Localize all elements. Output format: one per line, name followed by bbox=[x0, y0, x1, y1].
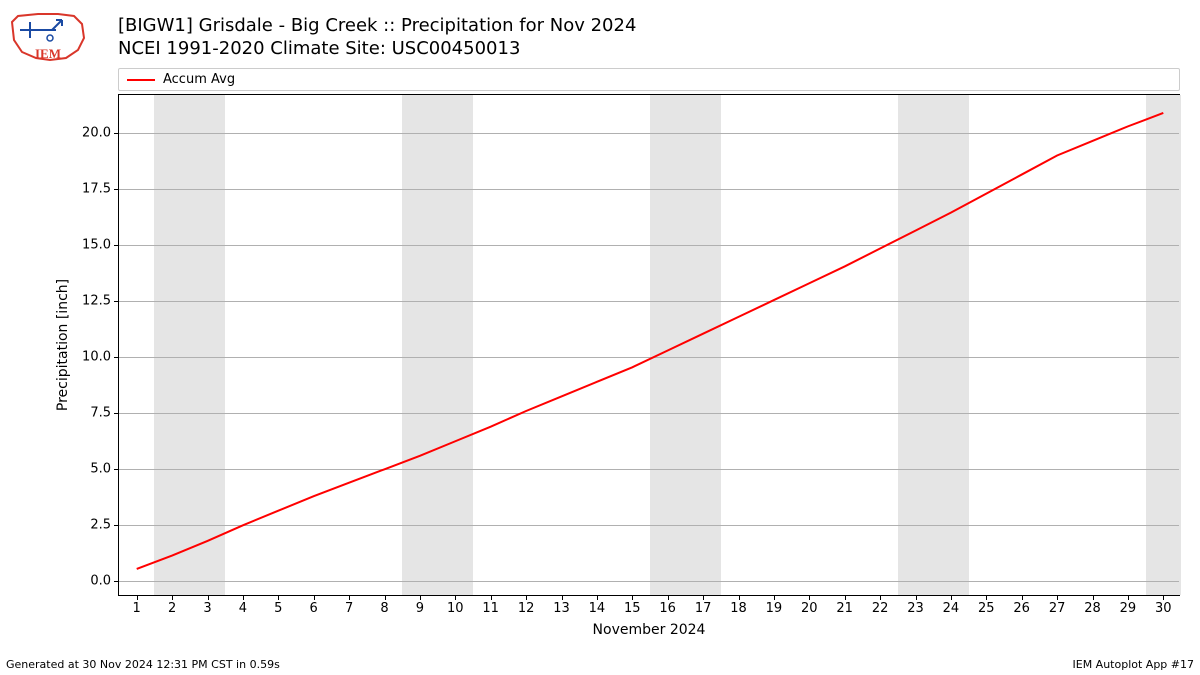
ytick-label: 7.5 bbox=[90, 406, 111, 421]
ytick-label: 15.0 bbox=[82, 238, 111, 253]
iem-logo: IEM bbox=[8, 8, 88, 63]
legend-label: Accum Avg bbox=[163, 72, 235, 87]
x-axis-label: November 2024 bbox=[593, 622, 706, 638]
xtick-label: 22 bbox=[872, 601, 889, 616]
xtick-label: 6 bbox=[310, 601, 318, 616]
xtick-label: 13 bbox=[553, 601, 570, 616]
svg-text:IEM: IEM bbox=[35, 46, 61, 61]
xtick-label: 18 bbox=[730, 601, 747, 616]
xtick-label: 9 bbox=[416, 601, 424, 616]
y-axis-label: Precipitation [inch] bbox=[55, 279, 71, 411]
xtick-label: 29 bbox=[1120, 601, 1137, 616]
xtick-label: 19 bbox=[766, 601, 783, 616]
xtick-label: 3 bbox=[203, 601, 211, 616]
ytick-label: 20.0 bbox=[82, 126, 111, 141]
chart-title: [BIGW1] Grisdale - Big Creek :: Precipit… bbox=[118, 14, 636, 61]
series-layer bbox=[119, 95, 1181, 597]
ytick-label: 12.5 bbox=[82, 294, 111, 309]
xtick-label: 4 bbox=[239, 601, 247, 616]
xtick-label: 8 bbox=[380, 601, 388, 616]
line-accum-avg bbox=[137, 113, 1164, 569]
xtick-label: 26 bbox=[1013, 601, 1030, 616]
title-line1: [BIGW1] Grisdale - Big Creek :: Precipit… bbox=[118, 14, 636, 37]
ytick-label: 0.0 bbox=[90, 574, 111, 589]
legend-swatch bbox=[127, 79, 155, 81]
xtick-label: 7 bbox=[345, 601, 353, 616]
footer-app: IEM Autoplot App #17 bbox=[1073, 658, 1195, 671]
xtick-label: 30 bbox=[1155, 601, 1172, 616]
xtick-label: 24 bbox=[943, 601, 960, 616]
xtick-label: 20 bbox=[801, 601, 818, 616]
xtick-label: 12 bbox=[518, 601, 535, 616]
plot-area: 0.02.55.07.510.012.515.017.520.012345678… bbox=[118, 94, 1180, 596]
xtick-label: 25 bbox=[978, 601, 995, 616]
xtick-label: 14 bbox=[589, 601, 606, 616]
xtick-label: 27 bbox=[1049, 601, 1066, 616]
legend: Accum Avg bbox=[118, 68, 1180, 91]
xtick-label: 15 bbox=[624, 601, 641, 616]
xtick-label: 10 bbox=[447, 601, 464, 616]
xtick-label: 1 bbox=[133, 601, 141, 616]
xtick-label: 23 bbox=[907, 601, 924, 616]
xtick-label: 16 bbox=[659, 601, 676, 616]
ytick-label: 2.5 bbox=[90, 518, 111, 533]
ytick-label: 5.0 bbox=[90, 462, 111, 477]
xtick-label: 11 bbox=[482, 601, 499, 616]
xtick-label: 5 bbox=[274, 601, 282, 616]
footer-generated: Generated at 30 Nov 2024 12:31 PM CST in… bbox=[6, 658, 280, 671]
ytick-label: 10.0 bbox=[82, 350, 111, 365]
title-line2: NCEI 1991-2020 Climate Site: USC00450013 bbox=[118, 37, 636, 60]
xtick-label: 17 bbox=[695, 601, 712, 616]
xtick-label: 2 bbox=[168, 601, 176, 616]
xtick-label: 21 bbox=[836, 601, 853, 616]
ytick-label: 17.5 bbox=[82, 182, 111, 197]
xtick-label: 28 bbox=[1084, 601, 1101, 616]
